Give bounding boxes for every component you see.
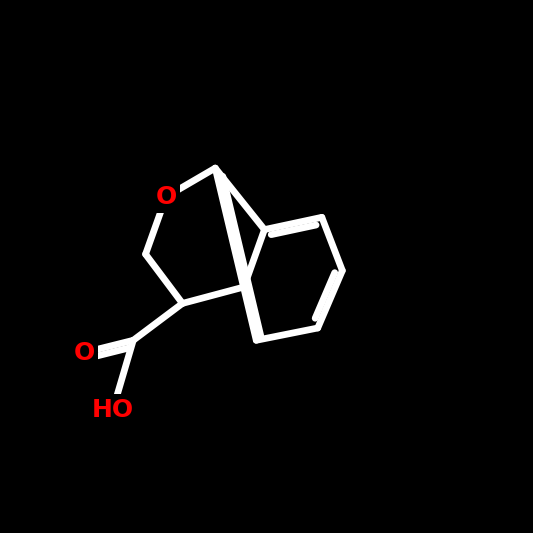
Text: O: O <box>74 341 95 365</box>
Text: O: O <box>156 185 176 209</box>
Text: HO: HO <box>92 398 134 422</box>
